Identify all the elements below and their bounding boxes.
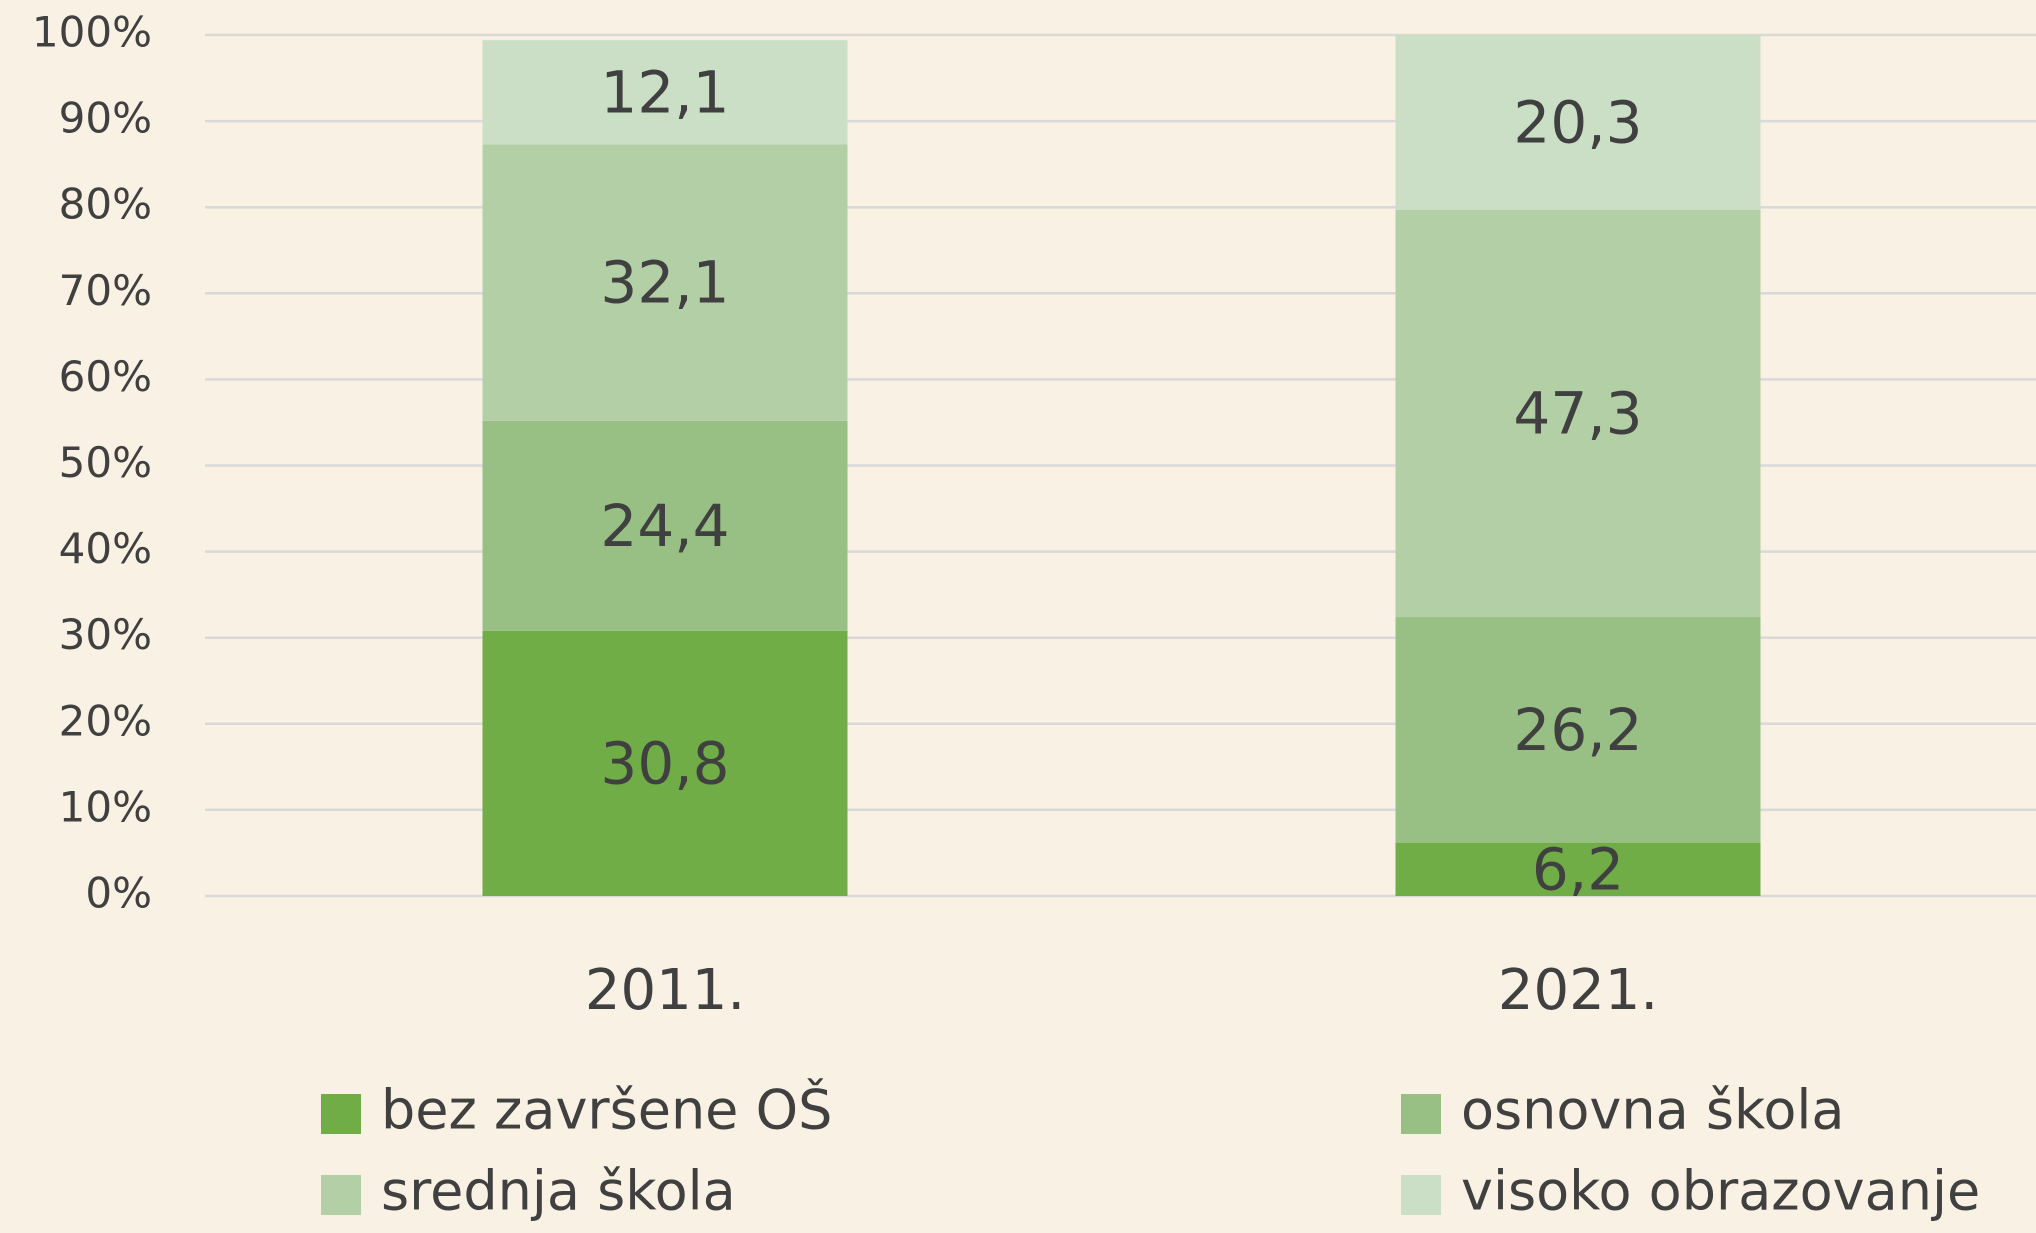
bar-segment [1395, 35, 1761, 210]
data-label: 6,2 [1532, 835, 1624, 903]
legend-swatch [1401, 1175, 1441, 1215]
bar-segment [482, 630, 848, 896]
data-label: 24,4 [600, 492, 729, 560]
y-tick-label: 90% [59, 94, 152, 143]
legend-label: osnovna škola [1461, 1079, 1844, 1142]
bar-segment [1395, 617, 1761, 843]
y-tick-label: 0% [85, 869, 152, 918]
data-label: 12,1 [600, 58, 729, 126]
y-tick-label: 70% [59, 266, 152, 315]
y-tick-label: 10% [59, 782, 152, 831]
bar-segment [482, 144, 848, 421]
bar-segment [482, 420, 848, 631]
y-tick-label: 60% [59, 352, 152, 401]
y-tick-label: 30% [59, 610, 152, 659]
data-label: 26,2 [1513, 696, 1642, 764]
y-tick-label: 80% [59, 180, 152, 229]
legend-label: visoko obrazovanje [1461, 1160, 1980, 1223]
y-tick-label: 40% [59, 524, 152, 573]
x-tick-label: 2021. [1498, 958, 1658, 1023]
y-tick-label: 100% [32, 8, 152, 57]
legend-swatch [321, 1094, 361, 1134]
legend-swatch [321, 1175, 361, 1215]
legend-label: bez završene OŠ [381, 1079, 832, 1142]
y-tick-label: 20% [59, 696, 152, 745]
y-tick-label: 50% [59, 438, 152, 487]
data-label: 32,1 [600, 249, 729, 317]
bar-segment [482, 40, 848, 145]
data-label: 47,3 [1513, 380, 1642, 448]
data-label: 20,3 [1513, 89, 1642, 157]
bar-segment [1395, 209, 1761, 618]
data-label: 30,8 [600, 730, 729, 798]
bar-segment [1395, 842, 1761, 896]
x-tick-label: 2011. [585, 958, 745, 1023]
legend-label: srednja škola [381, 1160, 736, 1223]
legend-swatch [1401, 1094, 1441, 1134]
